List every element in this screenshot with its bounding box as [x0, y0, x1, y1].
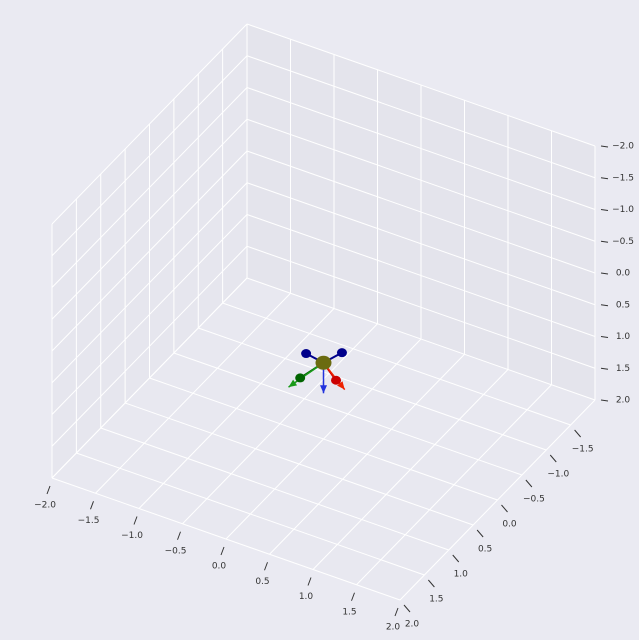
- x-tick-label: 1.5: [342, 607, 356, 617]
- grid-line: [51, 150, 248, 352]
- grid-line: [51, 182, 248, 384]
- tick-mark: [600, 145, 609, 148]
- grid-line: [51, 87, 248, 288]
- tick-mark: [600, 240, 609, 243]
- grid-line: [246, 245, 596, 369]
- grid-line: [246, 277, 596, 401]
- x-tick-label: 2.0: [386, 623, 401, 633]
- tick-mark: [452, 554, 460, 563]
- y-tick-label: 1.5: [429, 595, 443, 605]
- tick-mark: [600, 399, 609, 402]
- grid-line: [76, 452, 425, 576]
- tick-mark: [600, 304, 609, 307]
- arrow-head: [337, 381, 345, 390]
- grid-line: [198, 327, 547, 451]
- y-tick-label: −0.5: [523, 495, 545, 505]
- arrow-head: [320, 385, 327, 394]
- grid-line: [51, 55, 248, 257]
- tick-mark: [427, 579, 435, 588]
- rotor: [336, 348, 347, 358]
- tick-mark: [46, 485, 51, 495]
- tick-mark: [307, 577, 312, 586]
- grid-line: [222, 302, 571, 426]
- x-tick-label: −2.0: [34, 501, 56, 511]
- z-tick-label: −1.5: [612, 173, 634, 183]
- y-tick-label: 0.0: [502, 520, 517, 530]
- tick-mark: [90, 501, 94, 510]
- z-tick-label: 0.0: [616, 269, 631, 279]
- grid-line: [124, 402, 474, 526]
- grid-line: [149, 377, 498, 501]
- grid-line: [246, 23, 596, 147]
- tick-mark: [177, 531, 181, 540]
- z-tick-label: −0.5: [612, 237, 634, 247]
- tick-mark: [220, 546, 225, 556]
- grid-line: [246, 87, 596, 210]
- rotor: [331, 375, 342, 385]
- tick-mark: [600, 336, 609, 338]
- y-tick-label: 2.0: [405, 620, 420, 630]
- tick-mark: [525, 479, 533, 488]
- tick-mark: [264, 562, 268, 571]
- tick-mark: [549, 454, 557, 463]
- tick-mark: [574, 429, 582, 438]
- z-tick-label: 1.5: [616, 364, 630, 374]
- z-tick-label: −2.0: [612, 142, 634, 152]
- grid-line: [51, 277, 248, 479]
- tick-mark: [501, 504, 508, 513]
- grid-line: [246, 55, 596, 179]
- tick-mark: [133, 516, 138, 525]
- grid-line: [173, 352, 523, 476]
- tick-mark: [403, 604, 411, 613]
- tick-mark: [351, 592, 355, 601]
- y-tick-label: 0.5: [478, 545, 492, 555]
- z-tick-label: 2.0: [616, 396, 631, 406]
- grid-line: [246, 182, 596, 306]
- y-tick-label: −1.5: [572, 445, 594, 455]
- tick-mark: [600, 367, 609, 370]
- tick-mark: [476, 529, 484, 538]
- x-tick-label: 0.0: [212, 562, 227, 572]
- rotor: [301, 349, 312, 359]
- tick-mark: [600, 209, 609, 211]
- x-tick-label: −0.5: [165, 546, 187, 556]
- arrow-head: [288, 379, 298, 388]
- x-tick-label: 1.0: [299, 592, 314, 602]
- z-tick-label: −1.0: [612, 205, 634, 215]
- grid-line: [246, 214, 596, 337]
- tick-mark: [600, 272, 609, 275]
- grid-line: [51, 477, 401, 601]
- grid-line: [51, 118, 248, 320]
- grid-line: [51, 23, 248, 225]
- x-tick-label: −1.5: [78, 516, 100, 526]
- z-tick-label: 0.5: [616, 300, 630, 310]
- x-tick-label: 0.5: [255, 577, 269, 587]
- tick-mark: [600, 177, 609, 180]
- grid-line: [246, 150, 596, 274]
- grid-line: [246, 118, 596, 242]
- y-tick-label: 1.0: [454, 570, 469, 580]
- tick-mark: [394, 607, 399, 617]
- grid-line: [51, 214, 248, 415]
- grid-line: [51, 245, 248, 447]
- y-tick-label: −1.0: [547, 470, 569, 480]
- grid-line: [100, 427, 449, 551]
- body: [315, 355, 332, 370]
- rotor: [295, 373, 306, 383]
- z-tick-label: 1.0: [616, 332, 631, 342]
- x-tick-label: −1.0: [121, 531, 143, 541]
